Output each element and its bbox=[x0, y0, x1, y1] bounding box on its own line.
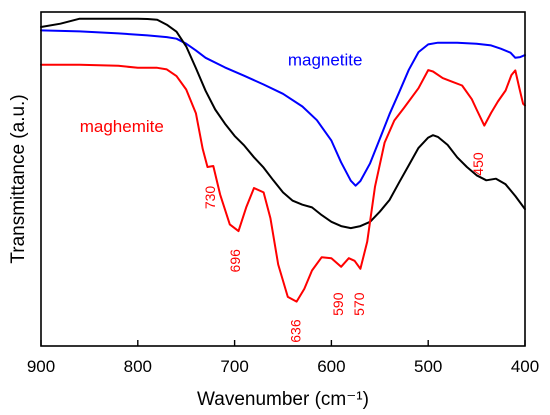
x-axis-ticks: 900 800 700 600 500 400 bbox=[27, 340, 539, 376]
x-tick-label-500: 500 bbox=[414, 357, 442, 376]
peak-label-636: 636 bbox=[287, 319, 303, 343]
annotations: magnetite maghemite 730 696 636 590 570 450 bbox=[80, 50, 486, 342]
x-tick-label-600: 600 bbox=[317, 357, 345, 376]
series-line-maghemite bbox=[40, 63, 526, 303]
series-lines bbox=[40, 17, 526, 303]
peak-label-730: 730 bbox=[202, 186, 218, 210]
peak-label-696: 696 bbox=[227, 249, 243, 273]
x-tick-label-400: 400 bbox=[511, 357, 539, 376]
peak-label-590: 590 bbox=[330, 292, 346, 316]
series-line-magnetite bbox=[40, 29, 526, 187]
series-line-black-sample bbox=[40, 17, 526, 230]
label-maghemite: maghemite bbox=[80, 117, 164, 136]
label-magnetite: magnetite bbox=[288, 50, 363, 69]
peak-label-570: 570 bbox=[351, 292, 367, 316]
plot-frame bbox=[40, 11, 526, 347]
x-tick-label-800: 800 bbox=[124, 357, 152, 376]
x-axis-title: Wavenumber (cm⁻¹) bbox=[197, 389, 369, 410]
y-axis-title: Transmittance (a.u.) bbox=[8, 94, 29, 263]
x-tick-label-700: 700 bbox=[220, 357, 248, 376]
peak-label-450: 450 bbox=[470, 152, 486, 176]
x-tick-label-900: 900 bbox=[27, 357, 55, 376]
